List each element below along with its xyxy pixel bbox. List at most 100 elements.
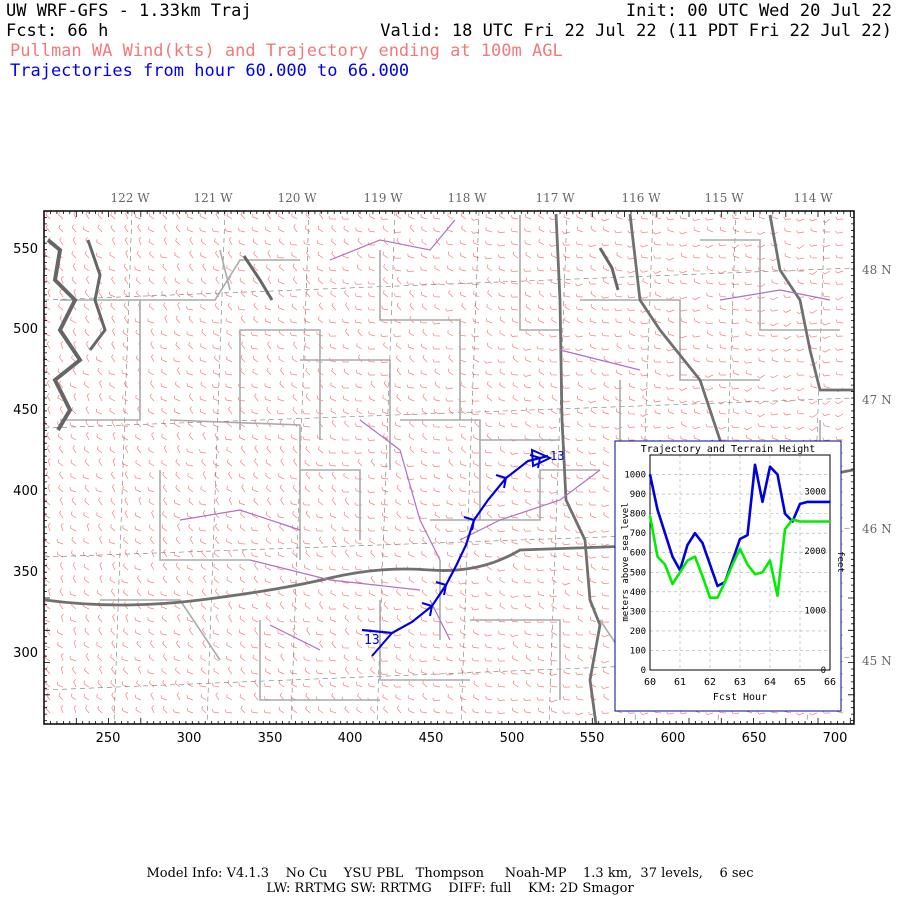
inset-x-tick: 63: [734, 677, 746, 688]
data-point: [709, 563, 711, 566]
inset-x-tick: 65: [794, 677, 806, 688]
river-line: [459, 469, 601, 541]
data-point: [799, 520, 801, 523]
trajectory-end-label: 13: [550, 449, 564, 463]
longitude-label: 119 W: [363, 191, 403, 205]
inset-y-tick-right: 1000: [804, 606, 826, 616]
data-point: [821, 501, 824, 503]
inset-y-tick-right: 3000: [804, 487, 826, 497]
data-point: [649, 473, 651, 476]
lake-chelan: [242, 255, 274, 301]
longitude-label: 115 W: [704, 191, 744, 205]
lake-pend-oreille: [598, 247, 620, 291]
river-line: [719, 289, 831, 301]
data-point: [761, 501, 764, 503]
inset-x-tick: 66: [824, 677, 836, 688]
data-point: [694, 532, 696, 534]
inset-x-tick: 61: [674, 677, 686, 688]
latitude-label: 45 N: [862, 654, 892, 668]
init-time: Init: 00 UTC Wed 20 Jul 22: [625, 1, 892, 21]
longitude-label: 117 W: [535, 191, 575, 205]
latitude-label: 47 N: [862, 393, 892, 407]
inset-y-tick-left: 0: [641, 666, 646, 676]
model-info-line2: LW: RRTMG SW: RRTMG DIFF: full KM: 2D Sm…: [266, 881, 634, 896]
data-point: [656, 555, 659, 558]
county-line: [169, 419, 301, 560]
inset-x-tick: 64: [764, 677, 776, 688]
river-line: [359, 419, 441, 561]
river-line: [269, 624, 321, 651]
county-line: [379, 250, 461, 420]
data-point: [821, 520, 824, 523]
data-point: [776, 594, 779, 597]
latitude-label: 46 N: [862, 522, 892, 536]
data-point: [694, 555, 696, 558]
data-point: [709, 596, 711, 599]
trajectory-start-segment: [371, 632, 393, 657]
map-x-tick: 600: [661, 731, 686, 746]
inset-x-tick: 62: [704, 677, 716, 688]
river-line: [179, 509, 301, 531]
map-x-tick: 500: [500, 731, 525, 746]
longitude-label: 122 W: [110, 191, 150, 205]
inset-y-label-right: feet: [835, 551, 845, 573]
county-line: [379, 600, 470, 681]
data-point: [656, 508, 659, 511]
map-y-tick: 300: [13, 646, 38, 661]
data-point: [724, 581, 726, 583]
puget-sound-shoreline: [86, 239, 107, 351]
inset-y-tick-left: 200: [630, 627, 646, 637]
frame-tick-marks: [43, 210, 854, 724]
data-point: [791, 518, 794, 521]
map-x-tick: 300: [177, 731, 202, 746]
data-point: [754, 464, 756, 466]
map-y-tick: 500: [13, 322, 38, 337]
model-info-line1: Model Info: V4.1.3 No Cu YSU PBL Thompso…: [146, 866, 754, 881]
trajectory-arrow: [463, 516, 476, 531]
data-point: [814, 520, 816, 523]
data-point: [746, 534, 749, 536]
inset-y-tick-right: 2000: [804, 547, 826, 557]
longitude-label: 114 W: [793, 191, 833, 205]
wind-barbs: [44, 211, 844, 716]
data-point: [679, 571, 681, 574]
data-point: [799, 503, 801, 505]
data-point: [731, 563, 734, 566]
inset-y-tick-left: 400: [630, 588, 646, 598]
map-x-tick: 550: [580, 731, 605, 746]
data-point: [806, 501, 809, 503]
data-point: [829, 520, 831, 523]
state-border: [768, 214, 853, 392]
map-y-tick: 450: [13, 403, 38, 418]
data-point: [664, 532, 666, 534]
data-point: [829, 501, 831, 503]
map-subtitle: Pullman WA Wind(kts) and Trajectory endi…: [10, 41, 563, 61]
longitude-label: 116 W: [621, 191, 661, 205]
river-line: [329, 219, 456, 261]
data-point: [701, 542, 704, 544]
water-bodies: [179, 219, 831, 651]
data-point: [671, 555, 674, 558]
map-y-tick: 400: [13, 484, 38, 499]
inset-y-tick-left: 300: [630, 607, 646, 617]
inset-title: Trajectory and Terrain Height: [641, 444, 816, 455]
trajectory-height-inset: Trajectory and Terrain Height 60 61 62 63 64 6…: [614, 440, 845, 712]
valid-time: Valid: 18 UTC Fri 22 Jul 22 (11 PDT Fri …: [380, 21, 892, 41]
county-line: [100, 599, 221, 661]
inset-y-tick-left: 1000: [624, 471, 646, 481]
meridian-line: [548, 210, 568, 725]
longitude-label: 118 W: [447, 191, 487, 205]
data-point: [686, 544, 689, 546]
trajectory-end-arrow: [530, 448, 553, 468]
trajectory-start-label: 13: [364, 633, 380, 648]
map-x-tick: 700: [823, 731, 848, 746]
river-line: [429, 599, 451, 641]
river-line: [559, 349, 641, 371]
county-line: [300, 469, 361, 540]
parallel-line: [43, 397, 855, 429]
data-point: [754, 573, 756, 575]
county-line: [239, 329, 321, 440]
inset-y-tick-left: 700: [630, 529, 646, 539]
trajectory-arrow: [421, 602, 434, 617]
